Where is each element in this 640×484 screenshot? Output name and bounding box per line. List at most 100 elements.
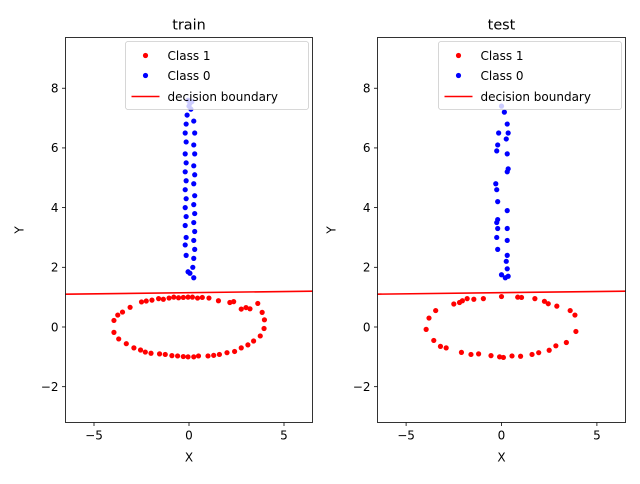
point-class-1-18 — [160, 296, 166, 302]
point-class-1-33 — [563, 339, 569, 346]
point-class-1-16 — [426, 315, 432, 321]
point-class-1-12 — [189, 294, 196, 300]
x-tick-label: 0 — [185, 429, 193, 443]
point-class-1-26 — [111, 317, 117, 324]
point-class-0-19 — [182, 242, 188, 248]
legend: Class 1 Class 0 decision boundary — [125, 41, 309, 110]
point-class-1-40 — [191, 354, 197, 360]
y-tick-label: 4 — [363, 201, 371, 215]
point-class-1-13 — [456, 299, 463, 306]
point-class-0-10 — [183, 160, 189, 166]
point-class-0-18 — [183, 234, 189, 241]
chart-title: test — [488, 18, 516, 34]
point-class-0-34 — [192, 172, 198, 178]
y-tick-label: 2 — [51, 261, 59, 275]
point-class-1-5 — [238, 306, 244, 312]
point-class-0-14 — [504, 208, 510, 214]
subplot-test: −5 0 5 −2 0 2 4 6 8 test X Y Class 1 Class 0 decision … — [325, 18, 626, 465]
point-class-1-26 — [500, 354, 507, 361]
point-class-1-2 — [255, 300, 261, 307]
point-class-1-20 — [443, 345, 449, 351]
point-class-0-24 — [504, 266, 510, 272]
point-class-0-12 — [183, 178, 189, 184]
point-class-1-4 — [541, 298, 548, 304]
point-class-0-5 — [184, 112, 190, 118]
point-class-0-2 — [504, 121, 510, 127]
point-class-0-25 — [498, 272, 505, 278]
point-class-1-25 — [496, 354, 503, 360]
point-class-1-5 — [532, 296, 538, 302]
x-axis-label: X — [497, 451, 505, 465]
point-class-1-1 — [567, 307, 573, 314]
point-class-0-3 — [505, 130, 511, 136]
point-class-0-11 — [182, 169, 188, 175]
point-class-0-19 — [494, 234, 500, 241]
point-class-1-38 — [180, 353, 186, 360]
point-class-1-8 — [498, 293, 505, 300]
point-class-0-16 — [183, 213, 189, 220]
point-class-0-16 — [494, 219, 500, 226]
point-class-1-10 — [199, 294, 205, 301]
point-class-1-17 — [423, 326, 429, 332]
point-class-0-25 — [191, 255, 197, 261]
point-class-1-2 — [554, 303, 560, 309]
y-tick-label: 2 — [363, 261, 371, 275]
point-class-0-4 — [503, 136, 509, 142]
point-class-0-17 — [182, 222, 188, 229]
point-class-1-7 — [515, 294, 521, 300]
point-class-1-22 — [468, 351, 474, 358]
point-class-0-14 — [183, 196, 189, 202]
point-class-0-28 — [192, 228, 198, 235]
x-tick-label: −5 — [397, 429, 415, 443]
point-class-1-27 — [509, 353, 515, 359]
legend-label-class-1: Class 1 — [168, 49, 211, 63]
point-class-1-9 — [480, 296, 486, 302]
point-class-0-6 — [183, 121, 189, 127]
point-class-0-22 — [504, 252, 510, 258]
legend-label-decision-boundary: decision boundary — [481, 90, 591, 104]
point-class-0-39 — [191, 118, 197, 124]
point-class-1-10 — [471, 296, 477, 302]
y-tick-label: 0 — [363, 320, 371, 334]
point-class-0-38 — [192, 130, 198, 136]
point-class-0-9 — [182, 151, 188, 157]
point-class-1-14 — [451, 301, 457, 307]
point-class-1-34 — [156, 351, 163, 357]
point-class-0-26 — [192, 246, 198, 252]
point-class-1-44 — [216, 351, 222, 358]
legend-label-decision-boundary: decision boundary — [168, 90, 278, 104]
point-class-1-29 — [529, 351, 535, 358]
point-class-0-22 — [187, 270, 193, 276]
point-class-1-24 — [488, 353, 494, 359]
point-class-1-28 — [517, 353, 524, 359]
x-tick-label: 5 — [280, 429, 288, 443]
point-class-0-20 — [183, 252, 189, 258]
point-class-1-41 — [195, 353, 202, 359]
x-tick-label: 0 — [498, 429, 506, 443]
point-class-1-42 — [205, 353, 211, 359]
point-class-0-13 — [495, 199, 501, 205]
point-class-1-32 — [553, 343, 559, 349]
point-class-0-20 — [504, 237, 510, 244]
point-class-1-1 — [259, 309, 265, 315]
point-class-1-51 — [261, 325, 267, 332]
subplot-train: −5 0 5 −2 0 2 4 6 8 train X Y Class 1 Class 0 decision… — [13, 18, 313, 465]
point-class-0-15 — [182, 205, 188, 211]
point-class-1-18 — [431, 337, 437, 344]
point-class-1-39 — [185, 354, 191, 360]
point-class-0-11 — [493, 181, 499, 187]
point-class-0-30 — [192, 210, 198, 217]
point-class-1-11 — [194, 295, 201, 301]
point-class-1-50 — [257, 333, 263, 339]
point-class-1-7 — [227, 299, 233, 306]
point-class-1-49 — [251, 338, 257, 344]
point-class-0-35 — [191, 163, 197, 169]
point-class-1-22 — [138, 299, 145, 305]
point-class-1-31 — [546, 347, 552, 353]
legend-label-class-0: Class 0 — [168, 69, 211, 83]
legend-box — [125, 41, 309, 110]
y-tick-label: 6 — [363, 141, 371, 155]
point-class-0-27 — [191, 237, 197, 244]
point-class-0-5 — [496, 130, 502, 136]
point-class-0-21 — [495, 246, 501, 252]
